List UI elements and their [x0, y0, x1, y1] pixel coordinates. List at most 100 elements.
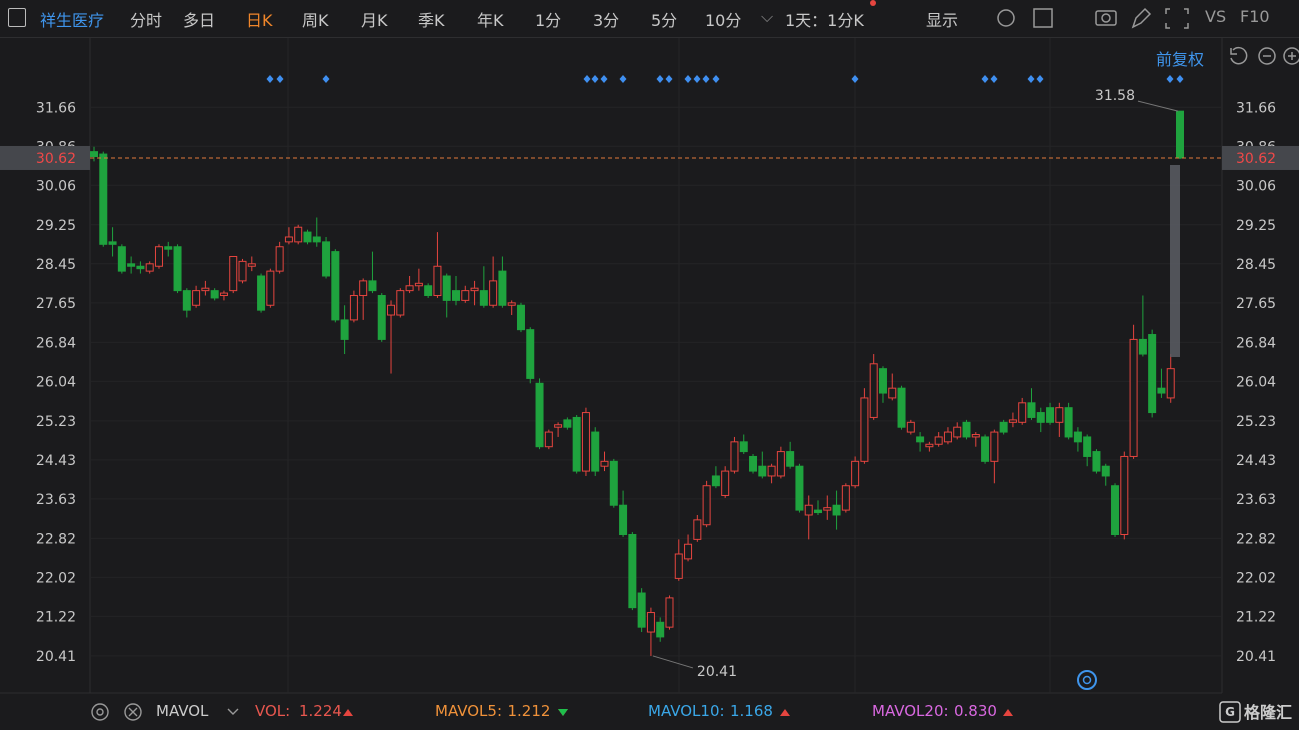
candle-body: [814, 509, 822, 514]
candle-body: [90, 151, 98, 158]
trend-arrow-down: [558, 709, 568, 716]
y-tick-label: 27.65: [36, 296, 76, 312]
tab[interactable]: 周K: [302, 11, 329, 30]
candle-body: [396, 290, 405, 316]
candle-body: [609, 460, 618, 506]
candle-body: [266, 270, 275, 306]
candle-body: [572, 416, 581, 472]
candle-body: [442, 275, 451, 301]
vs[interactable]: VS: [1205, 7, 1227, 26]
candle-body: [284, 236, 293, 243]
candle-body: [767, 465, 776, 477]
candle-body: [1129, 338, 1138, 457]
y-tick-label-right: 21.22: [1236, 609, 1276, 625]
toolbar: [0, 0, 1299, 38]
event-marker: [600, 75, 608, 83]
low-label: 20.41: [697, 664, 737, 680]
candle-body: [1073, 431, 1082, 443]
y-tick-label: 22.02: [36, 570, 76, 586]
event-marker: [712, 75, 720, 83]
candle-body: [359, 280, 368, 297]
y-tick-label: 31.66: [36, 100, 76, 116]
tab[interactable]: 10分: [705, 11, 742, 30]
candle-body: [312, 236, 321, 243]
y-tick-label-right: 26.04: [1236, 374, 1276, 390]
price-box: [0, 145, 90, 170]
candle-body: [1036, 412, 1045, 423]
tab[interactable]: 分时: [130, 11, 163, 30]
candle-body: [600, 460, 609, 467]
candle-body: [173, 246, 182, 292]
chevron[interactable]: ⌵: [761, 7, 774, 26]
candle-body: [117, 246, 126, 272]
candle-body: [906, 421, 915, 433]
candle-body: [1138, 338, 1147, 355]
candle-body: [693, 519, 702, 540]
candle-body: [433, 265, 442, 297]
tab[interactable]: 年K: [477, 11, 504, 30]
candle-body: [1166, 368, 1175, 399]
tab[interactable]: 多日: [183, 11, 216, 30]
y-tick-label: 28.45: [36, 257, 76, 273]
candle-body: [1046, 407, 1055, 423]
y-tick-label: 25.23: [36, 414, 76, 430]
candle-body: [201, 287, 210, 292]
candle-body: [377, 295, 386, 340]
tab[interactable]: 季K: [418, 11, 445, 30]
tab[interactable]: 1分: [535, 11, 562, 30]
event-marker: [990, 75, 998, 83]
display-menu[interactable]: 显示: [926, 11, 959, 30]
tab[interactable]: 月K: [361, 11, 388, 30]
y-tick-label-right: 29.25: [1236, 218, 1276, 234]
candle-body: [795, 465, 804, 511]
tab[interactable]: 3分: [593, 11, 620, 30]
candle-body: [619, 504, 628, 535]
candle-body: [916, 436, 925, 443]
candle-body: [684, 543, 693, 560]
at-icon[interactable]: [1077, 670, 1097, 690]
stock-name[interactable]: 祥生医疗: [40, 11, 105, 30]
candle-body: [721, 470, 730, 496]
candle-body: [1064, 407, 1073, 438]
event-marker: [619, 75, 627, 83]
candle-body: [674, 553, 683, 579]
candle-body: [823, 507, 832, 511]
logo-mark: G: [1225, 705, 1235, 719]
high-label: 31.58: [1095, 88, 1135, 104]
candle-body: [1157, 387, 1166, 394]
candle-body: [851, 460, 860, 487]
period-select[interactable]: 1天：1分K: [785, 11, 864, 30]
event-marker: [1166, 75, 1174, 83]
y-tick-label-right: 30.06: [1236, 178, 1276, 194]
candle-body: [786, 451, 795, 467]
candle-body: [349, 295, 358, 321]
candle-body: [544, 431, 553, 448]
y-tick-label: 21.22: [36, 609, 76, 625]
candle-body: [275, 246, 284, 272]
y-tick-label-right: 23.63: [1236, 492, 1276, 508]
y-tick-label: 20.41: [36, 649, 76, 665]
candle-body: [962, 421, 971, 438]
annotation-line: [1137, 100, 1179, 112]
indicator-value: 0.830: [954, 702, 997, 720]
tab[interactable]: 日K: [246, 11, 273, 30]
adjust[interactable]: 前复权: [1156, 50, 1205, 69]
y-tick-label-right: 27.65: [1236, 296, 1276, 312]
y-tick-label-right: 25.23: [1236, 414, 1276, 430]
event-marker: [981, 75, 989, 83]
tab[interactable]: 5分: [651, 11, 678, 30]
last-price-label: 30.62: [36, 151, 76, 167]
last-price-label-right: 30.62: [1236, 151, 1276, 167]
event-marker: [851, 75, 859, 83]
f10[interactable]: F10: [1240, 7, 1270, 26]
candle-body: [971, 434, 980, 438]
event-marker: [1176, 75, 1184, 83]
candle-body: [424, 285, 433, 297]
y-tick-label: 29.25: [36, 218, 76, 234]
indicator-value: 1.168: [730, 702, 773, 720]
sidebar-toggle[interactable]: [8, 8, 26, 27]
indicator-name[interactable]: MAVOL: [156, 702, 209, 720]
event-markers: [266, 75, 1184, 83]
